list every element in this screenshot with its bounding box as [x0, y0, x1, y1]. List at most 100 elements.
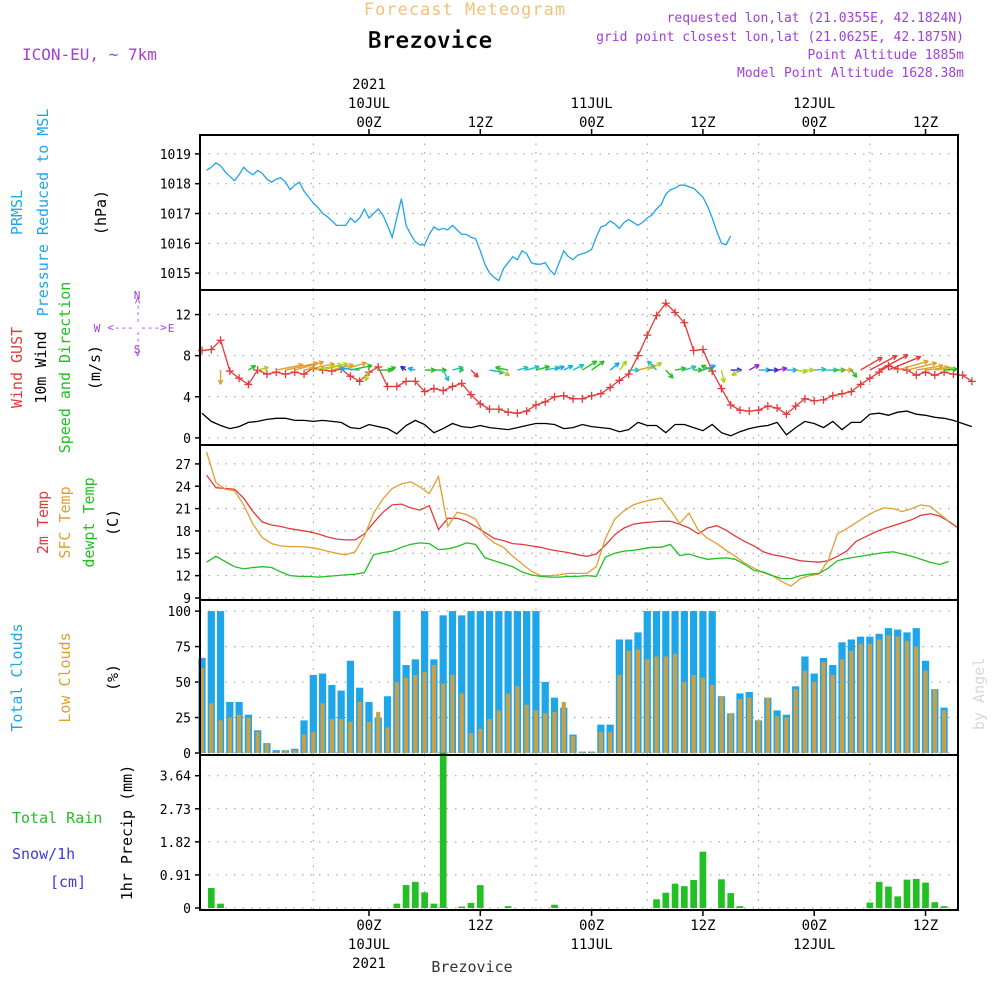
compass-arrows-horizontal: <--- --->: [107, 321, 167, 334]
low-cloud-bar: [348, 721, 353, 753]
rain-bar: [736, 906, 744, 908]
low-cloud-bar: [932, 689, 937, 753]
wind-direction-arrow: [767, 367, 779, 373]
y-tick-label: 25: [175, 712, 191, 727]
gust-marker: [457, 379, 466, 388]
wind-direction-arrow: [442, 369, 450, 382]
precip-legend-0: Total Rain: [12, 809, 102, 827]
wind-direction-arrow: [581, 360, 598, 371]
y-tick-label: 1018: [160, 178, 191, 193]
time-label: 12Z: [468, 115, 493, 131]
y-tick-label: 27: [175, 458, 191, 473]
pressure-panel: 1015 1016 1017 1018 1019: [160, 134, 959, 291]
low-cloud-bar: [301, 734, 307, 753]
total-cloud-bar: [309, 674, 317, 753]
wind-direction-arrow: [646, 362, 663, 371]
low-cloud-bar: [524, 704, 529, 753]
low-cloud-bar: [682, 682, 687, 753]
time-axis-top: 2021 10JUL 00Z 12Z 11JUL 00Z 12Z 12JUL 00Z 12Z: [348, 77, 938, 135]
time-label: 12JUL: [793, 96, 835, 112]
wind-direction-arrow: [869, 354, 898, 371]
gust-marker: [671, 308, 680, 317]
temperature-sfc-temp-line: [205, 451, 950, 587]
low-cloud-bar: [663, 656, 668, 753]
rain-bar: [699, 851, 707, 908]
y-tick-label: 21: [175, 503, 191, 518]
y-tick-label: 4: [183, 391, 191, 406]
low-cloud-bar: [274, 751, 279, 753]
low-cloud-bar: [839, 659, 845, 753]
y-label-wind: Speed and Direction: [56, 282, 74, 454]
gust-marker: [596, 389, 605, 398]
y-tick-label: 12: [175, 309, 191, 324]
low-cloud-bar: [608, 731, 613, 753]
low-cloud-bar: [246, 717, 251, 753]
compass-north: N: [134, 289, 141, 302]
low-cloud-bar: [793, 689, 798, 753]
y-tick-label: 1019: [160, 148, 191, 163]
gust-marker: [967, 377, 976, 386]
rain-bar: [894, 896, 902, 908]
low-cloud-bar: [710, 684, 715, 753]
gust-marker: [680, 318, 689, 327]
wind-direction-arrow: [495, 365, 509, 371]
wind-direction-arrow: [897, 359, 929, 371]
wind-direction-arrow: [850, 369, 858, 378]
rain-bar: [217, 903, 224, 908]
total-cloud-bar: [476, 611, 484, 753]
rain-bar: [476, 885, 484, 908]
low-cloud-bar: [672, 653, 678, 753]
time-label: 12JUL: [793, 937, 835, 953]
wind-direction-arrow: [563, 364, 574, 371]
low-cloud-bar: [765, 697, 770, 753]
time-label: 00Z: [356, 918, 381, 934]
time-label: 00Z: [356, 115, 381, 131]
low-cloud-bar: [366, 721, 372, 753]
y-tick-label: 1015: [160, 267, 191, 282]
y-tick-label: 50: [175, 676, 191, 691]
compass-south: S: [134, 343, 141, 356]
wind-direction-arrow: [618, 360, 628, 371]
y-axis-labels: PRMSL Pressure Reduced to MSL (hPa) Wind GU…: [8, 109, 174, 901]
wind-direction-arrow: [294, 360, 325, 371]
model-label: ICON-EU, ~ 7km: [22, 45, 157, 64]
gust-marker: [800, 394, 809, 403]
low-cloud-bar: [227, 717, 232, 753]
low-cloud-bar: [320, 703, 325, 753]
y-label-wind: (m/s): [86, 345, 104, 390]
gust-marker: [207, 345, 216, 354]
panel-frame: [199, 754, 959, 911]
time-label: 00Z: [802, 918, 827, 934]
low-cloud-bar: [867, 643, 872, 753]
total-cloud-bar: [467, 611, 475, 753]
temperature-2m-temp-line: [206, 474, 959, 563]
gust-marker: [513, 409, 522, 418]
gust-marker: [374, 362, 383, 371]
time-label: 10JUL: [348, 937, 390, 953]
gust-marker: [717, 384, 726, 393]
gust-marker: [439, 386, 448, 395]
rain-bar: [662, 892, 670, 908]
low-cloud-bar: [209, 703, 214, 753]
wind-direction-arrow: [470, 369, 479, 378]
total-cloud-bar: [346, 660, 355, 753]
gust-marker: [281, 370, 290, 379]
gust-marker: [912, 371, 921, 380]
y-tick-label: 24: [175, 480, 191, 495]
y-label-clouds: Total Clouds: [8, 623, 26, 731]
wind-direction-arrow: [700, 364, 713, 371]
y-label-wind: Wind GUST: [8, 327, 26, 408]
low-cloud-bar: [468, 733, 474, 753]
low-cloud-bar: [441, 683, 446, 753]
low-cloud-bar: [737, 699, 743, 753]
gust-marker: [736, 406, 745, 415]
gust-marker: [856, 380, 865, 389]
gust-marker: [225, 367, 234, 376]
low-cloud-bar: [515, 686, 520, 753]
y-tick-label: 1.82: [160, 836, 191, 851]
rain-bar: [690, 880, 697, 908]
low-cloud-bar: [756, 720, 761, 753]
low-cloud-bar: [478, 728, 483, 753]
rain-bar: [467, 902, 475, 908]
